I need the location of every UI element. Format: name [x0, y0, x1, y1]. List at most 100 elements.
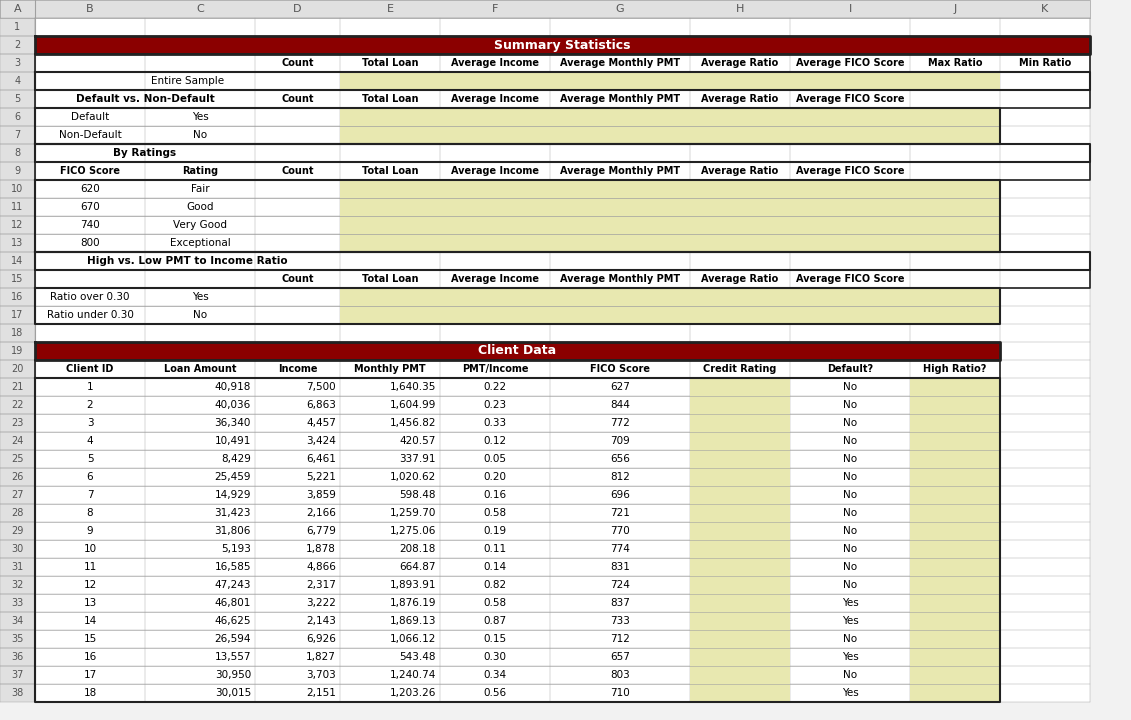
Text: No: No: [193, 130, 207, 140]
Text: Summary Statistics: Summary Statistics: [494, 38, 631, 52]
Text: 774: 774: [610, 544, 630, 554]
Text: Fair: Fair: [191, 184, 209, 194]
Text: 0.05: 0.05: [483, 454, 507, 464]
Text: No: No: [843, 400, 857, 410]
Text: 837: 837: [610, 598, 630, 608]
Text: 0.23: 0.23: [483, 400, 507, 410]
Text: 772: 772: [610, 418, 630, 428]
Text: FICO Score: FICO Score: [60, 166, 120, 176]
Text: 26,594: 26,594: [215, 634, 251, 644]
Text: No: No: [193, 310, 207, 320]
Text: 2,151: 2,151: [307, 688, 336, 698]
Text: 9: 9: [15, 166, 20, 176]
Text: 13,557: 13,557: [215, 652, 251, 662]
Text: 17: 17: [84, 670, 96, 680]
Bar: [910, 378, 1000, 396]
Text: 40,918: 40,918: [215, 382, 251, 392]
Text: No: No: [843, 382, 857, 392]
Text: 724: 724: [610, 580, 630, 590]
Text: Total Loan: Total Loan: [362, 58, 418, 68]
Text: 8: 8: [15, 148, 20, 158]
Text: 34: 34: [11, 616, 24, 626]
Text: 2: 2: [15, 40, 20, 50]
Text: 1,827: 1,827: [307, 652, 336, 662]
Bar: [910, 468, 1000, 486]
Text: 29: 29: [11, 526, 24, 536]
Text: High Ratio?: High Ratio?: [923, 364, 986, 374]
Text: 6: 6: [87, 472, 94, 482]
Text: 657: 657: [610, 652, 630, 662]
Text: Average Monthly PMT: Average Monthly PMT: [560, 94, 680, 104]
Text: 1,869.13: 1,869.13: [389, 616, 435, 626]
Text: By Ratings: By Ratings: [113, 148, 176, 158]
Text: 812: 812: [610, 472, 630, 482]
Text: 14: 14: [84, 616, 96, 626]
Bar: [910, 684, 1000, 702]
Text: 5,221: 5,221: [307, 472, 336, 482]
Text: 3,222: 3,222: [307, 598, 336, 608]
Text: 3,859: 3,859: [307, 490, 336, 500]
Text: 696: 696: [610, 490, 630, 500]
Text: Yes: Yes: [841, 616, 858, 626]
Text: 0.14: 0.14: [483, 562, 507, 572]
Text: Income: Income: [278, 364, 318, 374]
Text: High vs. Low PMT to Income Ratio: High vs. Low PMT to Income Ratio: [87, 256, 287, 266]
Text: PMT/Income: PMT/Income: [461, 364, 528, 374]
Bar: [690, 396, 789, 414]
Bar: [690, 648, 789, 666]
Text: Average FICO Score: Average FICO Score: [796, 274, 905, 284]
Text: 27: 27: [11, 490, 24, 500]
Text: 46,625: 46,625: [215, 616, 251, 626]
Text: E: E: [387, 4, 394, 14]
Text: 16: 16: [84, 652, 96, 662]
Text: 9: 9: [87, 526, 94, 536]
Text: 3,703: 3,703: [307, 670, 336, 680]
Text: 1,020.62: 1,020.62: [390, 472, 435, 482]
Bar: [910, 558, 1000, 576]
Text: 38: 38: [11, 688, 24, 698]
Text: 721: 721: [610, 508, 630, 518]
Text: Average Ratio: Average Ratio: [701, 94, 778, 104]
Text: Average FICO Score: Average FICO Score: [796, 166, 905, 176]
Text: 13: 13: [84, 598, 96, 608]
Text: 1: 1: [87, 382, 94, 392]
Text: Average FICO Score: Average FICO Score: [796, 58, 905, 68]
Bar: [690, 432, 789, 450]
Bar: [690, 684, 789, 702]
Text: 770: 770: [610, 526, 630, 536]
Text: 1,893.91: 1,893.91: [389, 580, 435, 590]
Text: Average Ratio: Average Ratio: [701, 166, 778, 176]
Bar: [690, 630, 789, 648]
Text: 5,193: 5,193: [222, 544, 251, 554]
Text: 1,456.82: 1,456.82: [389, 418, 435, 428]
Text: 10: 10: [84, 544, 96, 554]
Text: Yes: Yes: [191, 112, 208, 122]
Text: 14: 14: [11, 256, 24, 266]
Text: 21: 21: [11, 382, 24, 392]
Text: 2,166: 2,166: [307, 508, 336, 518]
Text: Min Ratio: Min Ratio: [1019, 58, 1071, 68]
Text: 7: 7: [87, 490, 94, 500]
Bar: [690, 486, 789, 504]
Text: Average Income: Average Income: [451, 166, 539, 176]
Text: 1,604.99: 1,604.99: [389, 400, 435, 410]
Bar: [690, 450, 789, 468]
Text: Average Monthly PMT: Average Monthly PMT: [560, 274, 680, 284]
Text: Entire Sample: Entire Sample: [150, 76, 224, 86]
Text: Monthly PMT: Monthly PMT: [354, 364, 425, 374]
Text: 1,876.19: 1,876.19: [389, 598, 435, 608]
Text: 16,585: 16,585: [215, 562, 251, 572]
Text: 18: 18: [11, 328, 24, 338]
Bar: [910, 540, 1000, 558]
Text: No: No: [843, 580, 857, 590]
Text: 0.82: 0.82: [483, 580, 507, 590]
Text: 32: 32: [11, 580, 24, 590]
Text: 36: 36: [11, 652, 24, 662]
Text: 18: 18: [84, 688, 96, 698]
Text: 7: 7: [15, 130, 20, 140]
Text: 670: 670: [80, 202, 100, 212]
Text: 17: 17: [11, 310, 24, 320]
Text: No: No: [843, 418, 857, 428]
Bar: [910, 450, 1000, 468]
Text: 1,640.35: 1,640.35: [389, 382, 435, 392]
